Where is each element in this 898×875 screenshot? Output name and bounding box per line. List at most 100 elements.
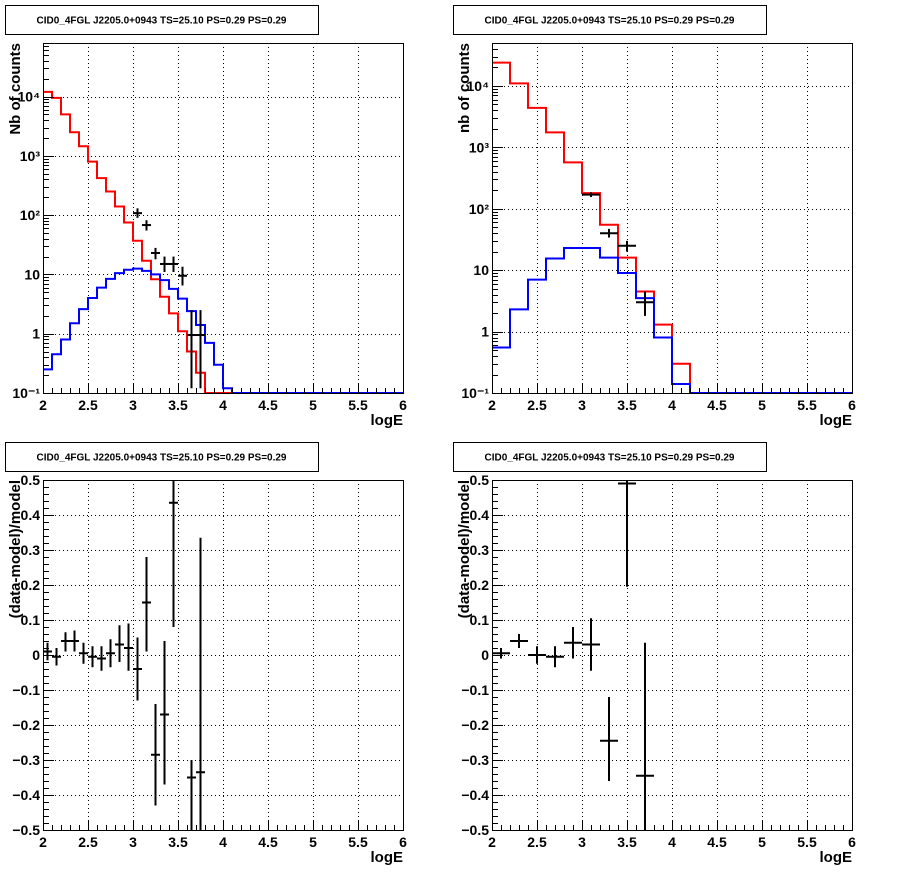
y-tick-label: −0.4 — [461, 787, 489, 803]
title-box — [453, 5, 767, 35]
y-tick-label: 10⁻¹ — [12, 385, 40, 401]
y-tick-label: 0.4 — [21, 507, 41, 523]
x-axis-label: logE — [371, 412, 404, 429]
y-tick-label: 10² — [20, 207, 41, 223]
histogram-model-source — [43, 267, 403, 393]
plot-area — [492, 61, 852, 393]
x-tick-label: 5 — [758, 397, 766, 413]
data-point — [160, 641, 169, 785]
data-point — [636, 291, 654, 316]
data-point — [151, 247, 160, 260]
data-point — [618, 480, 636, 587]
data-point — [564, 627, 582, 659]
data-point — [187, 310, 196, 389]
y-tick-label: −0.1 — [12, 682, 40, 698]
y-tick-label: 10³ — [469, 139, 490, 155]
y-ticks — [43, 480, 54, 831]
y-tick-label: 10² — [469, 201, 490, 217]
x-tick-label: 2 — [488, 834, 496, 850]
y-tick-label: −0.1 — [461, 682, 489, 698]
histogram-model-source — [492, 246, 852, 393]
x-tick-label: 5.5 — [348, 397, 368, 413]
data-point — [510, 634, 528, 648]
y-axis-label: nb of counts — [456, 43, 473, 133]
data-point — [142, 220, 151, 231]
data-point — [528, 646, 546, 664]
x-tick-label: 4.5 — [707, 834, 727, 850]
x-tick-label: 2 — [488, 397, 496, 413]
x-tick-label: 3.5 — [617, 834, 637, 850]
y-tick-label: −0.4 — [12, 787, 40, 803]
data-point — [43, 642, 52, 661]
y-tick-label: 0.2 — [470, 577, 490, 593]
data-point — [169, 480, 178, 627]
y-tick-label: 10³ — [20, 148, 41, 164]
y-tick-label: 10⁴ — [467, 78, 490, 94]
y-tick-label: 10 — [473, 262, 489, 278]
data-point — [52, 648, 61, 666]
data-point — [600, 228, 618, 238]
x-tick-label: 4 — [219, 397, 227, 413]
data-point — [178, 266, 187, 286]
y-tick-label: 1 — [481, 324, 489, 340]
data-point — [492, 648, 510, 659]
y-tick-label: 0.2 — [21, 577, 41, 593]
x-tick-label: 3.5 — [168, 397, 188, 413]
data-point — [133, 208, 142, 218]
y-tick-label: −0.5 — [461, 822, 489, 838]
y-tick-label: −0.5 — [12, 822, 40, 838]
y-tick-label: −0.2 — [461, 717, 489, 733]
y-axis-label: (data-model)/model — [7, 480, 24, 618]
x-tick-label: 6 — [848, 397, 856, 413]
x-tick-label: 4.5 — [258, 397, 278, 413]
data-point — [636, 642, 654, 830]
x-tick-label: 4 — [668, 397, 676, 413]
x-axis-label: logE — [371, 849, 404, 866]
x-tick-label: 6 — [399, 834, 407, 850]
x-tick-label: 5 — [758, 834, 766, 850]
data-point — [196, 310, 205, 389]
x-tick-label: 5.5 — [797, 397, 817, 413]
data-point — [160, 256, 169, 272]
data-point — [97, 646, 106, 671]
x-ticks — [43, 820, 404, 830]
data-point — [79, 642, 88, 664]
x-tick-label: 2 — [39, 834, 47, 850]
panel-bottom-left: CID0_4FGL J2205.0+0943 TS=25.10 PS=0.29 … — [5, 442, 407, 866]
x-tick-label: 5.5 — [348, 834, 368, 850]
x-tick-label: 5.5 — [797, 834, 817, 850]
x-ticks — [492, 820, 853, 830]
data-point — [88, 646, 97, 668]
chart-title: CID0_4FGL J2205.0+0943 TS=25.10 PS=0.29 … — [485, 453, 735, 464]
plot-area — [43, 480, 205, 830]
y-tick-label: 1 — [32, 326, 40, 342]
panel-top-left: CID0_4FGL J2205.0+0943 TS=25.10 PS=0.29 … — [5, 5, 407, 429]
chart-title: CID0_4FGL J2205.0+0943 TS=25.10 PS=0.29 … — [485, 16, 735, 27]
x-tick-label: 2.5 — [78, 397, 98, 413]
x-tick-label: 2.5 — [527, 834, 547, 850]
x-tick-label: 6 — [848, 834, 856, 850]
y-tick-label: 0.4 — [470, 507, 490, 523]
x-tick-label: 3 — [129, 397, 137, 413]
x-ticks — [492, 383, 853, 393]
data-point — [196, 537, 205, 830]
title-box — [5, 5, 319, 35]
x-tick-label: 2.5 — [527, 397, 547, 413]
data-point — [187, 760, 196, 830]
x-tick-label: 4 — [668, 834, 676, 850]
data-point — [61, 632, 70, 652]
x-axis-label: logE — [820, 412, 853, 429]
y-tick-label: 0 — [481, 647, 489, 663]
panel-top-right: CID0_4FGL J2205.0+0943 TS=25.10 PS=0.29 … — [453, 5, 856, 429]
data-point — [618, 240, 636, 252]
grid — [43, 480, 403, 830]
x-tick-label: 4 — [219, 834, 227, 850]
x-tick-label: 3 — [129, 834, 137, 850]
y-tick-label: 0 — [32, 647, 40, 663]
y-tick-label: 10 — [24, 266, 40, 282]
plot-area — [43, 90, 403, 393]
y-ticks — [43, 43, 54, 394]
title-box — [453, 442, 767, 472]
data-point — [106, 639, 115, 668]
